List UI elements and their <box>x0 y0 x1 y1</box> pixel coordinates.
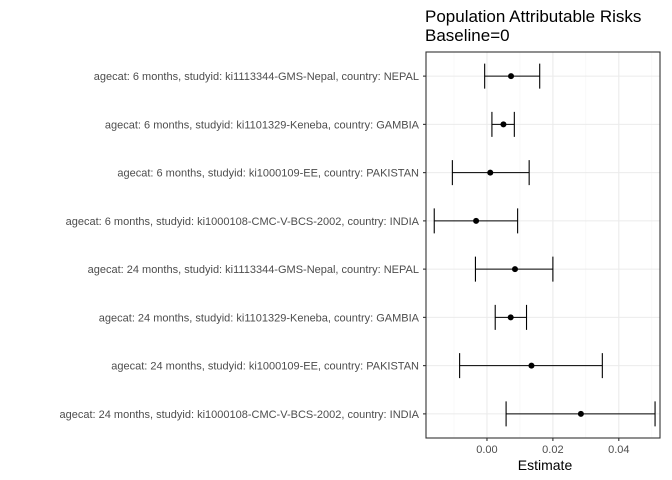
estimate-point <box>500 121 507 128</box>
x-tick-label: 0.00 <box>476 444 497 456</box>
chart-subtitle: Baseline=0 <box>425 26 510 45</box>
category-labels: agecat: 6 months, studyid: ki1113344-GMS… <box>59 71 426 421</box>
category-label: agecat: 6 months, studyid: ki1113344-GMS… <box>94 71 419 83</box>
estimate-point <box>577 410 584 417</box>
estimate-point <box>511 266 518 273</box>
estimate-point <box>508 73 515 80</box>
chart-title: Population Attributable Risks <box>425 7 641 26</box>
category-label: agecat: 24 months, studyid: ki1101329-Ke… <box>99 312 420 324</box>
estimate-point <box>507 314 514 321</box>
x-tick-label: 0.02 <box>542 444 563 456</box>
estimate-points <box>473 73 584 417</box>
grid-lines <box>426 52 660 438</box>
x-tick-label: 0.04 <box>608 444 629 456</box>
estimate-point <box>528 362 535 369</box>
category-label: agecat: 24 months, studyid: ki1000108-CM… <box>59 409 419 421</box>
category-label: agecat: 6 months, studyid: ki1101329-Ken… <box>105 119 420 131</box>
x-axis-title: Estimate <box>518 457 573 473</box>
estimate-point <box>487 169 494 176</box>
category-label: agecat: 6 months, studyid: ki1000109-EE,… <box>117 168 419 180</box>
category-label: agecat: 24 months, studyid: ki1113344-GM… <box>88 264 419 276</box>
estimate-point <box>473 217 480 224</box>
category-label: agecat: 24 months, studyid: ki1000109-EE… <box>111 361 419 373</box>
category-label: agecat: 6 months, studyid: ki1000108-CMC… <box>66 216 420 228</box>
error-bars <box>433 63 656 427</box>
panel-border <box>425 51 661 439</box>
x-axis-ticks: 0.00 0.02 0.04 <box>476 438 630 456</box>
